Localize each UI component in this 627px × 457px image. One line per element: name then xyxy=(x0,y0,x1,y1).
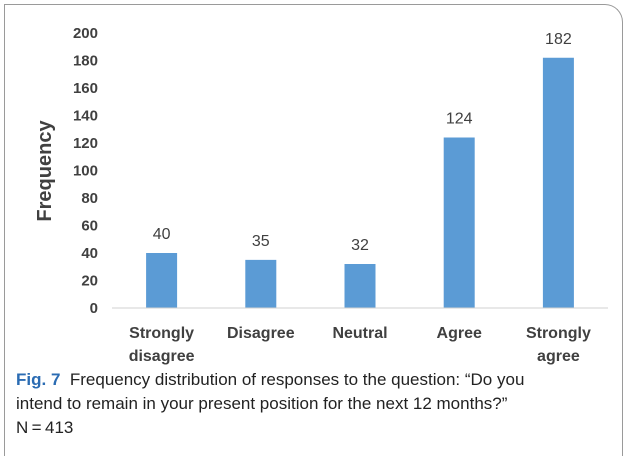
bar-data-label: 124 xyxy=(446,111,473,128)
caption-line-1: Frequency distribution of responses to t… xyxy=(69,370,525,389)
bar-data-label: 32 xyxy=(351,237,369,254)
bar xyxy=(146,253,178,308)
y-tick-label: 0 xyxy=(90,300,98,317)
y-axis-ticks: 0 20 40 60 80 100 120 140 160 180 200 xyxy=(73,25,98,317)
y-tick-label: 20 xyxy=(81,273,98,290)
x-category-label: Agree xyxy=(437,325,482,342)
y-tick-label: 60 xyxy=(81,218,98,235)
caption-line-3: N = 413 xyxy=(16,418,74,437)
x-category-label: disagree xyxy=(129,348,195,365)
figure-caption: Fig. 7 Frequency distribution of respons… xyxy=(16,368,616,440)
y-tick-label: 200 xyxy=(73,25,98,42)
bar-data-label: 40 xyxy=(153,226,171,243)
data-labels: 40 35 32 124 182 xyxy=(153,31,572,254)
figure-number: Fig. 7 xyxy=(16,370,61,389)
bar-data-label: 35 xyxy=(252,233,270,250)
y-axis-title: Frequency xyxy=(34,120,56,222)
y-tick-label: 40 xyxy=(81,245,98,262)
bar xyxy=(245,259,277,308)
figure-frame xyxy=(4,4,623,456)
y-tick-label: 140 xyxy=(73,108,98,125)
y-tick-label: 120 xyxy=(73,135,98,152)
bar-chart: Frequency 0 20 40 60 80 100 120 140 160 180 200 40… xyxy=(34,25,608,365)
x-category-label: Strongly xyxy=(526,325,591,342)
bar xyxy=(344,264,376,308)
bar xyxy=(443,137,475,308)
x-category-label: Disagree xyxy=(227,325,295,342)
bar xyxy=(542,57,574,308)
y-tick-label: 180 xyxy=(73,53,98,70)
x-category-label: agree xyxy=(537,348,580,365)
y-tick-label: 80 xyxy=(81,190,98,207)
bar-data-label: 182 xyxy=(545,31,572,48)
y-tick-label: 160 xyxy=(73,80,98,97)
caption-line-2: intend to remain in your present positio… xyxy=(16,394,508,413)
x-category-label: Neutral xyxy=(332,325,387,342)
x-axis-category-labels: Strongly disagree Disagree Neutral Agree Stro… xyxy=(129,325,591,365)
bars xyxy=(146,57,574,308)
y-tick-label: 100 xyxy=(73,163,98,180)
x-category-label: Strongly xyxy=(129,325,194,342)
